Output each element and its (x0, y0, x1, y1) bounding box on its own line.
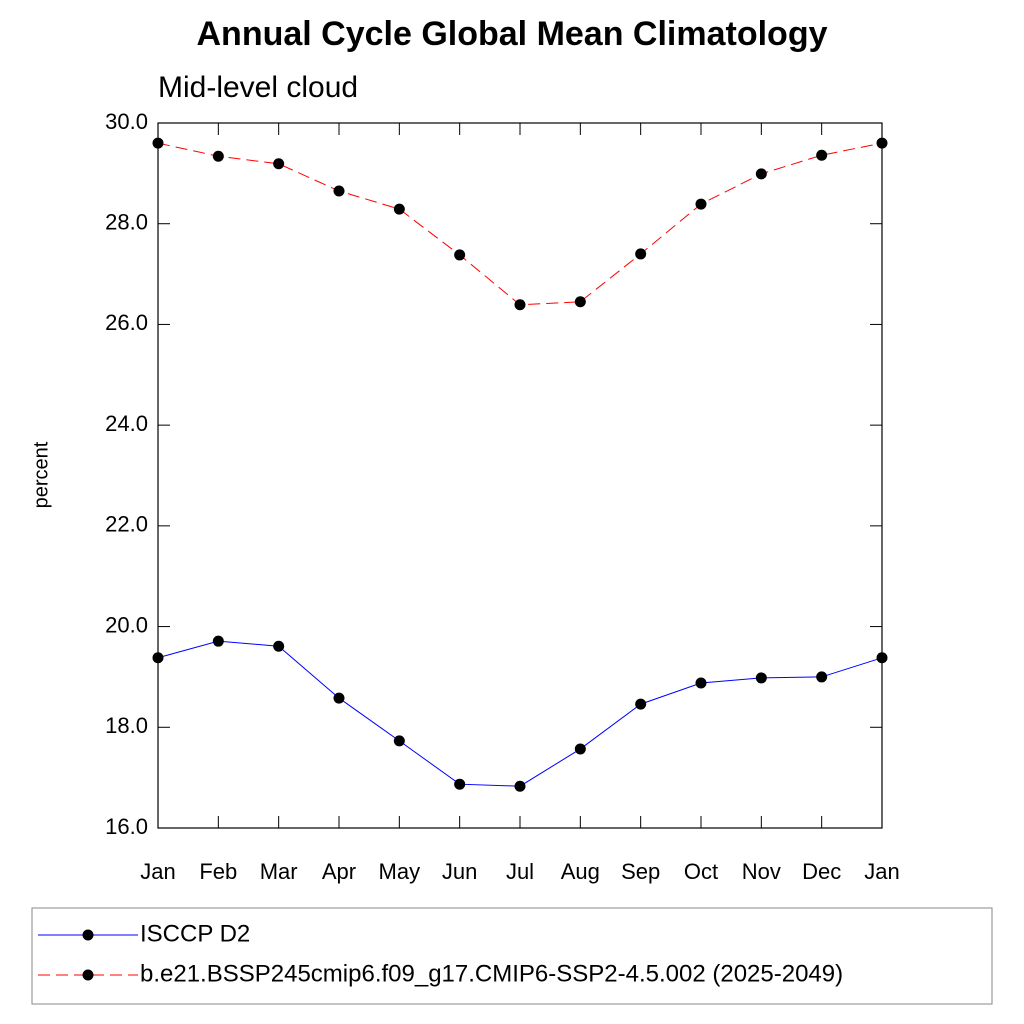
y-tick-label: 28.0 (105, 210, 148, 235)
series-line (157, 142, 883, 306)
legend-marker (82, 969, 94, 981)
marker (454, 778, 466, 790)
marker (695, 677, 707, 689)
marker (574, 743, 586, 755)
x-tick-label: Apr (322, 859, 356, 884)
marker (755, 672, 767, 684)
x-tick-label: Jan (140, 859, 175, 884)
marker (273, 640, 285, 652)
marker (393, 203, 405, 215)
marker (333, 185, 345, 197)
legend-box (31, 907, 993, 1005)
series-line (157, 640, 883, 787)
x-tick-label: Feb (199, 859, 237, 884)
legend-label: ISCCP D2 (140, 920, 250, 947)
x-tick-label: Sep (621, 859, 660, 884)
marker (876, 137, 888, 149)
x-tick-label: Dec (802, 859, 841, 884)
x-tick-label: May (379, 859, 421, 884)
y-tick-label: 24.0 (105, 411, 148, 436)
marker (574, 296, 586, 308)
y-tick-label: 22.0 (105, 512, 148, 537)
chart-subtitle: Mid-level cloud (158, 71, 358, 104)
marker (514, 299, 526, 311)
marker (816, 149, 828, 161)
marker (212, 150, 224, 162)
x-tick-label: Jan (864, 859, 899, 884)
legend-marker (82, 929, 94, 941)
marker (755, 168, 767, 180)
y-axis-label: percent (30, 441, 52, 508)
x-tick-label: Mar (260, 859, 298, 884)
marker (816, 671, 828, 683)
marker (333, 692, 345, 704)
x-tick-label: Jul (506, 859, 534, 884)
marker (212, 635, 224, 647)
marker (393, 735, 405, 747)
y-tick-label: 30.0 (105, 109, 148, 134)
marker (695, 198, 707, 210)
marker (876, 652, 888, 664)
marker (273, 158, 285, 170)
marker (152, 652, 164, 664)
marker (514, 780, 526, 792)
x-tick-label: Nov (742, 859, 781, 884)
plot-frame (157, 122, 883, 829)
marker (152, 137, 164, 149)
y-tick-label: 18.0 (105, 713, 148, 738)
y-tick-label: 16.0 (105, 814, 148, 839)
x-tick-label: Aug (561, 859, 600, 884)
marker (635, 698, 647, 710)
legend-label: b.e21.BSSP245cmip6.f09_g17.CMIP6-SSP2-4.… (140, 960, 843, 987)
marker (635, 248, 647, 260)
x-tick-label: Jun (442, 859, 477, 884)
chart-title: Annual Cycle Global Mean Climatology (197, 15, 828, 53)
marker (454, 249, 466, 261)
y-tick-label: 20.0 (105, 612, 148, 637)
y-tick-label: 26.0 (105, 310, 148, 335)
x-tick-label: Oct (684, 859, 718, 884)
